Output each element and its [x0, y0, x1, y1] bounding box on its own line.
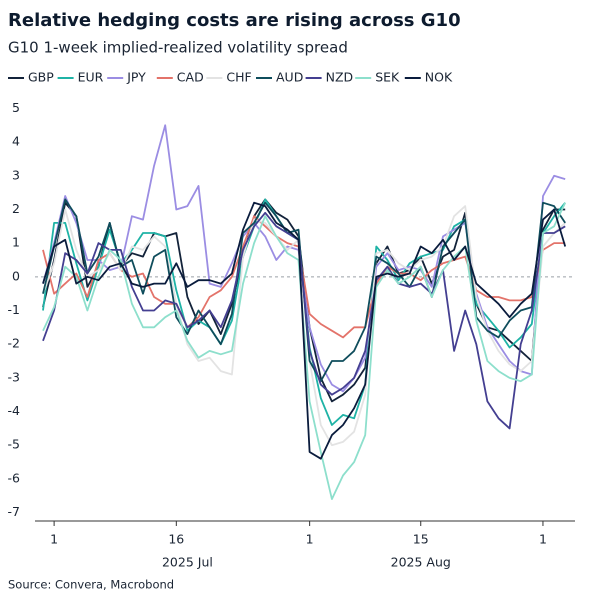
y-tick-label: 5 — [12, 100, 20, 115]
series-line — [42, 198, 566, 426]
legend-label: JPY — [126, 70, 146, 85]
y-tick-label: 3 — [12, 167, 20, 182]
y-tick-label: 2 — [12, 201, 20, 216]
x-group-label: 2025 Aug — [391, 555, 451, 570]
legend-label: AUD — [276, 70, 303, 85]
x-tick-label: 1 — [539, 532, 547, 547]
x-tick-label: 15 — [413, 532, 429, 547]
y-tick-label: -2 — [8, 336, 20, 351]
legend-label: NOK — [425, 70, 453, 85]
y-tick-label: -4 — [8, 403, 21, 418]
y-tick-label: 4 — [12, 134, 20, 149]
y-tick-label: 0 — [12, 268, 20, 283]
chart-subtitle: G10 1-week implied-realized volatility s… — [8, 39, 348, 57]
y-tick-label: -5 — [8, 437, 20, 452]
series-line — [42, 215, 566, 339]
source-note: Source: Convera, Macrobond — [8, 578, 174, 592]
series-line — [42, 201, 567, 460]
x-tick-label: 16 — [168, 532, 184, 547]
legend-label: NZD — [326, 70, 354, 85]
chart-title: Relative hedging costs are rising across… — [8, 10, 461, 31]
legend-label: SEK — [375, 70, 400, 85]
legend-label: GBP — [28, 70, 54, 85]
y-tick-label: 1 — [12, 235, 20, 250]
y-tick-label: -1 — [8, 302, 20, 317]
x-tick-label: 1 — [306, 532, 314, 547]
y-tick-label: -3 — [8, 369, 20, 384]
legend-label: CHF — [226, 70, 251, 85]
y-tick-label: -7 — [8, 504, 20, 519]
legend-label: CAD — [177, 70, 204, 85]
x-group-label: 2025 Jul — [162, 555, 213, 570]
legend-label: EUR — [78, 70, 104, 85]
x-tick-label: 1 — [50, 532, 58, 547]
y-tick-label: -6 — [8, 470, 21, 485]
